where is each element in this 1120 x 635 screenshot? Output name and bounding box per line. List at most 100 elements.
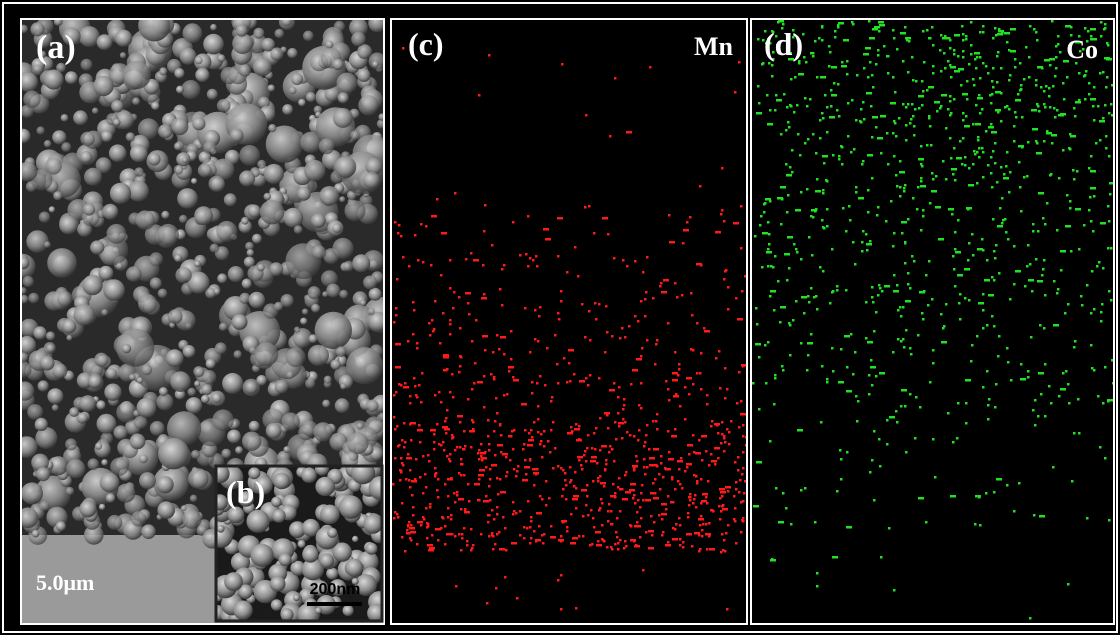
signal-dot bbox=[876, 214, 879, 217]
signal-dot bbox=[868, 20, 871, 23]
particle bbox=[308, 345, 329, 366]
signal-dot bbox=[758, 102, 761, 105]
signal-dot bbox=[899, 195, 902, 198]
signal-dot bbox=[816, 585, 819, 588]
particle bbox=[158, 438, 189, 469]
signal-dot bbox=[488, 443, 491, 446]
signal-dot bbox=[611, 335, 614, 338]
signal-dot bbox=[721, 533, 724, 536]
signal-dot bbox=[684, 418, 687, 421]
signal-dot bbox=[866, 243, 872, 246]
signal-dot bbox=[557, 255, 560, 258]
signal-dot bbox=[415, 458, 418, 461]
signal-dot bbox=[844, 335, 850, 338]
signal-dot bbox=[913, 260, 916, 263]
signal-dot bbox=[414, 478, 417, 481]
signal-dot bbox=[866, 249, 869, 252]
particle bbox=[120, 52, 126, 58]
signal-dot bbox=[988, 294, 994, 297]
signal-dot bbox=[417, 259, 420, 262]
signal-dot bbox=[690, 292, 693, 295]
signal-dot bbox=[401, 536, 404, 539]
signal-dot bbox=[393, 416, 396, 419]
signal-dot bbox=[1070, 250, 1073, 253]
signal-dot bbox=[562, 469, 565, 472]
signal-dot bbox=[734, 507, 737, 510]
signal-dot bbox=[1006, 41, 1009, 44]
signal-dot bbox=[764, 344, 767, 347]
particle bbox=[217, 54, 225, 62]
signal-dot bbox=[922, 90, 925, 93]
signal-dot bbox=[537, 418, 540, 421]
signal-dot bbox=[898, 117, 901, 120]
signal-dot bbox=[649, 457, 655, 460]
particle bbox=[130, 144, 148, 162]
signal-dot bbox=[799, 154, 802, 157]
particle bbox=[256, 375, 267, 386]
signal-dot bbox=[1005, 231, 1008, 234]
signal-dot bbox=[930, 144, 933, 147]
particle bbox=[230, 129, 244, 143]
particle bbox=[298, 99, 306, 107]
signal-dot bbox=[846, 73, 849, 76]
signal-dot bbox=[504, 576, 507, 579]
signal-dot bbox=[699, 524, 702, 527]
particle bbox=[315, 312, 352, 349]
signal-dot bbox=[850, 333, 853, 336]
particle bbox=[161, 211, 169, 219]
signal-dot bbox=[824, 94, 827, 97]
signal-dot bbox=[812, 55, 815, 58]
particle bbox=[46, 331, 55, 340]
signal-dot bbox=[905, 300, 911, 303]
signal-dot bbox=[597, 540, 600, 543]
signal-dot bbox=[1021, 146, 1024, 149]
signal-dot bbox=[422, 492, 425, 495]
signal-dot bbox=[628, 325, 631, 328]
particle bbox=[111, 100, 123, 112]
signal-dot bbox=[438, 443, 441, 446]
signal-dot bbox=[668, 399, 671, 402]
signal-dot bbox=[446, 455, 449, 458]
signal-dot bbox=[532, 468, 538, 471]
signal-dot bbox=[855, 191, 858, 194]
particle bbox=[203, 141, 216, 154]
signal-dot bbox=[903, 187, 906, 190]
signal-dot bbox=[1056, 292, 1059, 295]
signal-dot bbox=[870, 366, 876, 369]
signal-dot bbox=[418, 424, 421, 427]
signal-dot bbox=[1077, 398, 1080, 401]
signal-dot bbox=[640, 517, 643, 520]
signal-dot bbox=[583, 454, 586, 457]
signal-dot bbox=[585, 460, 588, 463]
signal-dot bbox=[862, 230, 865, 233]
signal-dot bbox=[642, 499, 645, 502]
particle bbox=[347, 432, 369, 454]
signal-dot bbox=[480, 443, 483, 446]
signal-dot bbox=[706, 403, 709, 406]
signal-dot bbox=[646, 424, 649, 427]
signal-dot bbox=[403, 422, 406, 425]
signal-dot bbox=[483, 230, 486, 233]
signal-dot bbox=[721, 505, 724, 508]
signal-dot bbox=[816, 76, 819, 79]
signal-dot bbox=[447, 495, 450, 498]
signal-dot bbox=[674, 488, 677, 491]
signal-dot bbox=[823, 162, 826, 165]
signal-dot bbox=[674, 528, 677, 531]
signal-dot bbox=[489, 468, 492, 471]
signal-dot bbox=[1038, 372, 1044, 375]
signal-dot bbox=[915, 396, 918, 399]
signal-dot bbox=[920, 180, 923, 183]
particle bbox=[181, 80, 200, 99]
signal-dot bbox=[528, 439, 534, 442]
signal-dot bbox=[566, 526, 569, 529]
signal-dot bbox=[560, 535, 563, 538]
particle bbox=[315, 607, 322, 614]
signal-dot bbox=[931, 190, 937, 193]
signal-dot bbox=[418, 384, 421, 387]
signal-dot bbox=[592, 480, 595, 483]
signal-dot bbox=[814, 40, 817, 43]
signal-dot bbox=[756, 461, 762, 464]
signal-dot bbox=[715, 357, 718, 360]
particle bbox=[132, 97, 140, 105]
